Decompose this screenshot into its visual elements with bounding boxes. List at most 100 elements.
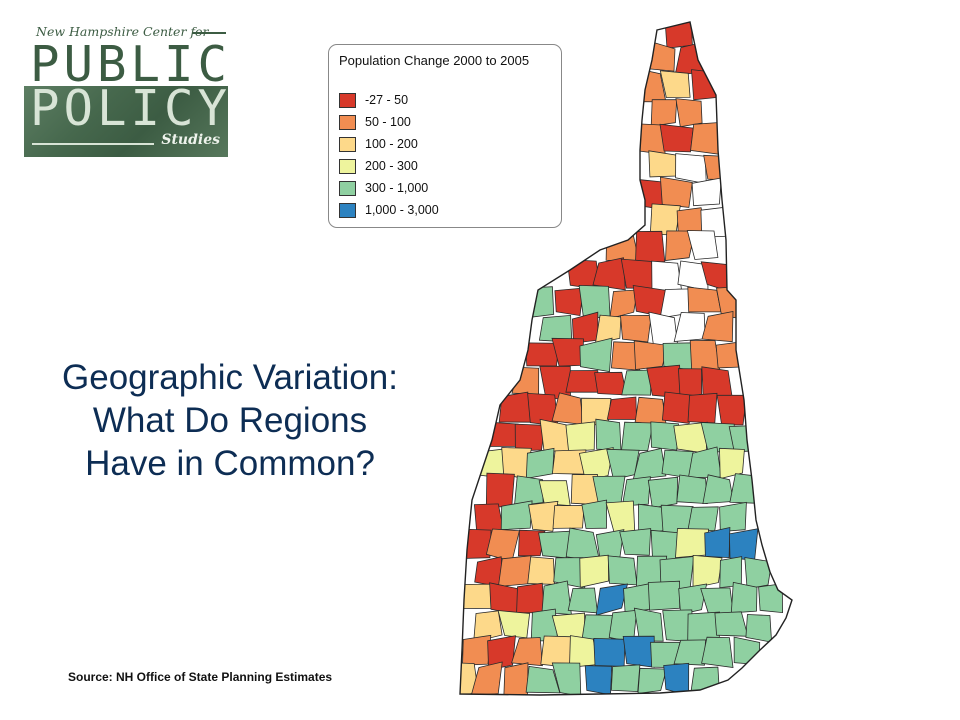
town-polygon: [525, 665, 561, 694]
town-polygon: [701, 636, 734, 668]
town-polygon: [673, 639, 706, 666]
town-polygon: [647, 476, 679, 509]
town-polygon: [595, 583, 629, 616]
town-polygon: [470, 661, 503, 695]
town-polygon: [687, 286, 722, 313]
town-polygon: [525, 286, 555, 318]
town-polygon: [730, 581, 758, 614]
town-polygon: [719, 556, 743, 589]
town-polygon: [719, 447, 745, 480]
town-polygon: [485, 472, 515, 508]
town-polygon: [584, 665, 613, 695]
town-polygon: [578, 447, 614, 481]
legend-title: Population Change 2000 to 2005: [339, 53, 530, 68]
town-polygon: [610, 664, 641, 693]
town-polygon: [528, 500, 559, 532]
town-polygon: [621, 476, 651, 507]
town-polygon: [539, 418, 570, 453]
town-polygon: [511, 637, 543, 667]
town-polygon: [675, 98, 703, 128]
town-polygon: [473, 610, 503, 643]
town-polygon: [692, 554, 723, 589]
legend-swatch: [339, 137, 356, 152]
town-polygon: [462, 634, 492, 666]
town-polygon: [715, 340, 746, 369]
town-polygon: [579, 554, 610, 588]
town-polygon: [649, 203, 681, 236]
legend-swatch: [339, 181, 356, 196]
town-polygon: [728, 425, 762, 453]
town-polygon: [622, 635, 655, 668]
town-polygon: [687, 506, 719, 532]
town-polygon: [489, 582, 520, 616]
town-polygon: [648, 311, 679, 346]
town-polygon: [700, 587, 734, 615]
logo-word-public: PUBLIC: [30, 36, 228, 93]
legend-label: -27 - 50: [365, 93, 409, 107]
town-polygon: [487, 635, 516, 671]
town-polygon: [514, 423, 546, 452]
center-logo: New Hampshire Center for PUBLIC POLICY S…: [24, 20, 228, 157]
town-polygon: [552, 505, 585, 529]
town-polygon: [665, 230, 696, 261]
town-polygon: [678, 583, 708, 615]
town-polygon: [704, 527, 731, 559]
legend-swatch: [339, 115, 356, 130]
town-polygon: [716, 394, 747, 426]
town-polygon: [581, 499, 608, 529]
town-polygon: [567, 587, 598, 614]
legend-swatch: [339, 159, 356, 174]
town-polygon: [513, 475, 544, 507]
town-polygon: [702, 474, 734, 505]
town-polygon: [485, 528, 520, 562]
town-polygon: [609, 289, 638, 320]
town-polygon: [659, 123, 694, 153]
town-polygon: [632, 447, 667, 481]
town-polygon: [623, 582, 653, 613]
town-polygon: [517, 529, 546, 557]
legend-label: 50 - 100: [365, 115, 411, 129]
town-polygon: [497, 555, 532, 587]
logo-tagline: New Hampshire Center for: [36, 24, 209, 39]
legend-label: 1,000 - 3,000: [365, 203, 439, 217]
town-polygon: [592, 257, 626, 291]
town-polygon: [621, 421, 654, 452]
town-polygon: [511, 366, 540, 395]
town-polygon: [701, 311, 734, 343]
title-line-1: Geographic Variation:: [62, 358, 398, 397]
town-polygon: [607, 555, 638, 586]
town-polygon: [663, 662, 690, 695]
town-polygon: [619, 528, 652, 556]
town-polygon: [675, 153, 707, 185]
town-polygon: [635, 230, 666, 263]
town-polygon: [581, 614, 614, 642]
town-polygon: [634, 396, 667, 426]
legend-label: 100 - 200: [365, 137, 418, 151]
town-polygon: [606, 396, 637, 420]
town-polygon: [462, 583, 492, 609]
town-polygon: [595, 418, 622, 451]
slide-title: Geographic Variation: What Do Regions Ha…: [20, 356, 440, 485]
title-line-2: What Do Regions: [92, 401, 368, 440]
legend-label: 200 - 300: [365, 159, 418, 173]
town-polygon: [579, 337, 613, 373]
town-polygon: [621, 369, 652, 396]
town-polygon: [620, 258, 654, 289]
town-polygon: [659, 176, 693, 208]
town-polygon: [593, 637, 626, 667]
town-polygon: [637, 667, 668, 694]
town-polygon: [686, 230, 719, 260]
town-polygon: [498, 391, 532, 423]
town-polygon: [650, 99, 678, 127]
town-polygon: [497, 610, 531, 639]
town-polygon: [651, 260, 682, 292]
town-polygon: [659, 70, 691, 98]
town-polygon: [525, 447, 555, 479]
town-polygon: [565, 370, 599, 393]
town-polygon: [516, 582, 545, 614]
town-polygon: [650, 421, 679, 451]
town-polygon: [527, 556, 555, 585]
town-polygon: [661, 391, 694, 424]
town-polygon: [690, 122, 722, 155]
